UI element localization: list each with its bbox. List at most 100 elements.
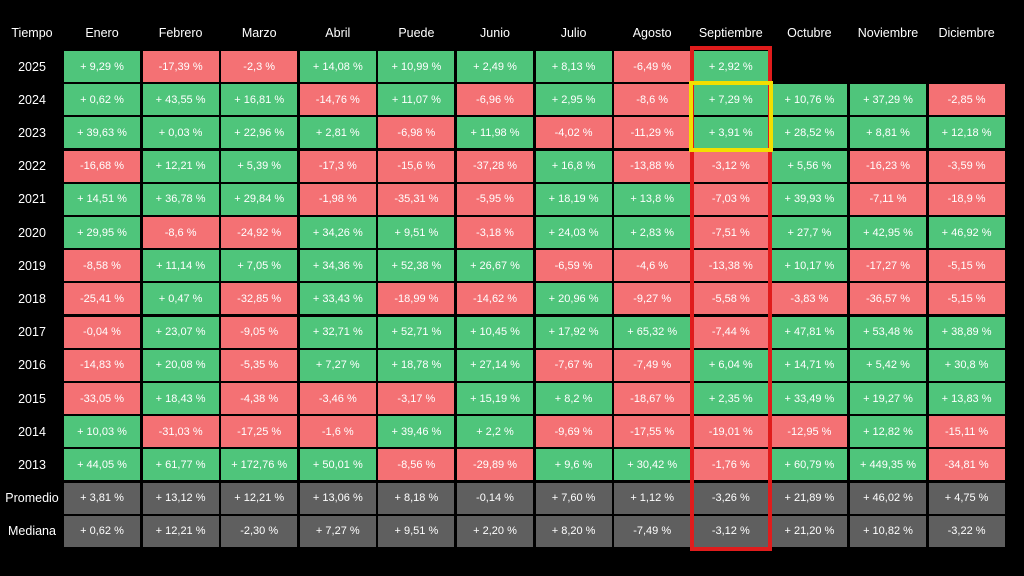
data-cell: + 24,03 % <box>535 217 612 248</box>
data-cell: -6,59 % <box>535 250 612 282</box>
data-cell: -36,57 % <box>850 283 926 315</box>
data-cell: -17,39 % <box>142 51 219 82</box>
data-cell: -33,05 % <box>64 383 140 414</box>
data-cell: + 0,62 % <box>64 84 140 116</box>
data-cell: -16,23 % <box>850 150 926 182</box>
data-cell: -14,62 % <box>457 283 533 315</box>
data-cell: + 8,81 % <box>850 117 926 149</box>
data-cell: + 18,43 % <box>142 383 219 414</box>
data-cell: -14,83 % <box>64 349 140 381</box>
data-cell: + 22,96 % <box>221 117 298 149</box>
data-cell: + 27,14 % <box>457 349 533 381</box>
data-cell: -7,11 % <box>850 183 926 215</box>
column-header: Julio <box>560 26 587 40</box>
data-cell: + 61,77 % <box>142 449 219 481</box>
data-cell: + 23,07 % <box>142 316 219 348</box>
data-cell: + 19,27 % <box>850 383 926 414</box>
summary-cell: -3,22 % <box>928 515 1005 547</box>
column-header: Noviembre <box>857 26 919 40</box>
data-cell: + 43,55 % <box>142 84 219 116</box>
data-cell: -13,38 % <box>692 250 769 282</box>
row-header: 2019 <box>18 258 46 273</box>
data-cell: + 9,6 % <box>535 449 612 481</box>
row-header: 2017 <box>18 325 46 340</box>
column-header: Septiembre <box>698 26 763 40</box>
data-cell: + 36,78 % <box>142 183 219 215</box>
row-header: 2025 <box>18 59 46 74</box>
data-cell: + 27,7 % <box>771 217 848 248</box>
data-cell: + 20,08 % <box>142 349 219 381</box>
data-cell: + 10,99 % <box>378 51 455 82</box>
data-cell: + 46,92 % <box>928 217 1005 248</box>
corner-label: Tiempo <box>11 26 53 40</box>
data-cell: + 10,76 % <box>771 84 848 116</box>
data-cell: -2,85 % <box>928 84 1005 116</box>
data-cell: -3,17 % <box>378 383 455 414</box>
data-cell: + 3,91 % <box>692 117 769 149</box>
data-cell: -37,28 % <box>457 150 533 182</box>
column-header: Abril <box>325 26 351 40</box>
summary-cell: + 2,20 % <box>457 515 533 547</box>
data-cell: + 7,29 % <box>692 84 769 116</box>
row-header: 2016 <box>18 358 46 373</box>
data-cell: + 28,52 % <box>771 117 848 149</box>
data-cell: -3,59 % <box>928 150 1005 182</box>
column-header: Febrero <box>158 26 203 40</box>
data-cell: -17,3 % <box>299 150 376 182</box>
data-cell: -7,49 % <box>614 349 691 381</box>
data-cell: + 18,19 % <box>535 183 612 215</box>
data-cell: -14,76 % <box>299 84 376 116</box>
data-cell: + 5,39 % <box>221 150 298 182</box>
column-header: Enero <box>85 26 119 40</box>
data-cell: + 44,05 % <box>64 449 140 481</box>
data-cell: + 2,81 % <box>299 117 376 149</box>
row-header: 2022 <box>18 159 46 174</box>
data-cell: + 8,2 % <box>535 383 612 414</box>
row-header: 2023 <box>18 125 46 140</box>
data-cell: + 37,29 % <box>850 84 926 116</box>
data-cell: + 5,56 % <box>771 150 848 182</box>
data-cell: + 172,76 % <box>221 449 298 481</box>
summary-cell: + 8,18 % <box>378 482 455 514</box>
row-header: 2014 <box>18 424 46 439</box>
data-cell: -7,51 % <box>692 217 769 248</box>
row-header: 2013 <box>18 457 46 472</box>
data-cell: + 10,03 % <box>64 416 140 448</box>
summary-cell: -3,12 % <box>692 515 769 547</box>
data-cell: + 10,45 % <box>457 316 533 348</box>
data-cell: -19,01 % <box>692 416 769 448</box>
data-cell: + 15,19 % <box>457 383 533 414</box>
data-cell: -1,76 % <box>692 449 769 481</box>
summary-cell: + 13,06 % <box>299 482 376 514</box>
data-cell: + 32,71 % <box>299 316 376 348</box>
data-cell: + 16,81 % <box>221 84 298 116</box>
data-cell: + 20,96 % <box>535 283 612 315</box>
data-cell: -29,89 % <box>457 449 533 481</box>
data-cell: + 7,27 % <box>299 349 376 381</box>
data-cell: -8,6 % <box>142 217 219 248</box>
summary-cell: + 8,20 % <box>535 515 612 547</box>
data-cell: -15,6 % <box>378 150 455 182</box>
data-cell: + 8,13 % <box>535 51 612 82</box>
data-cell: -7,44 % <box>692 316 769 348</box>
column-header: Junio <box>480 26 510 40</box>
data-cell: -35,31 % <box>378 183 455 215</box>
data-cell: -4,6 % <box>614 250 691 282</box>
data-cell: + 12,21 % <box>142 150 219 182</box>
data-cell: -16,68 % <box>64 150 140 182</box>
data-cell: + 2,95 % <box>535 84 612 116</box>
summary-cell: + 10,82 % <box>850 515 926 547</box>
data-cell: -7,67 % <box>535 349 612 381</box>
data-cell: -9,05 % <box>221 316 298 348</box>
summary-cell: + 7,27 % <box>299 515 376 547</box>
data-cell: -1,6 % <box>299 416 376 448</box>
data-cell: + 7,05 % <box>221 250 298 282</box>
data-cell: + 14,08 % <box>299 51 376 82</box>
data-cell: + 53,48 % <box>850 316 926 348</box>
summary-cell: + 21,89 % <box>771 482 848 514</box>
data-cell: -9,69 % <box>535 416 612 448</box>
data-cell: + 34,36 % <box>299 250 376 282</box>
data-cell: -12,95 % <box>771 416 848 448</box>
summary-cell: + 13,12 % <box>142 482 219 514</box>
data-cell: -3,46 % <box>299 383 376 414</box>
